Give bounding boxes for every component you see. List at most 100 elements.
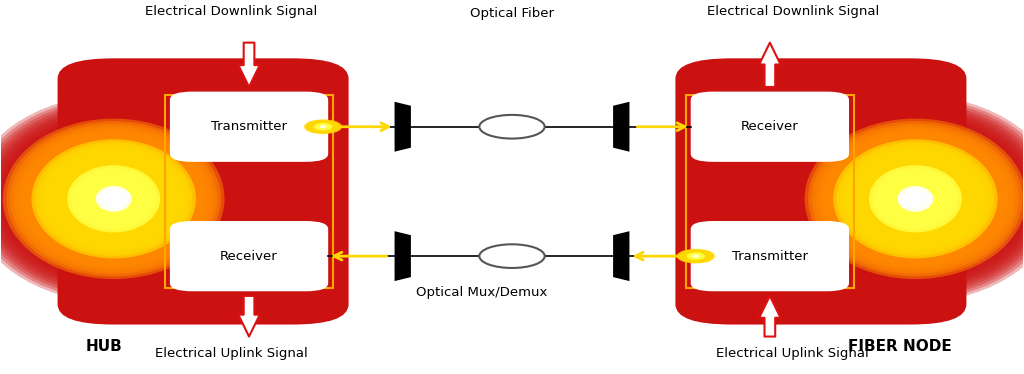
Text: Laser: Laser (95, 192, 132, 205)
Circle shape (312, 123, 334, 131)
Ellipse shape (901, 188, 930, 209)
Ellipse shape (6, 121, 221, 276)
Text: Electrical Downlink Signal: Electrical Downlink Signal (145, 4, 317, 18)
Ellipse shape (897, 186, 933, 212)
Ellipse shape (862, 160, 969, 237)
Ellipse shape (0, 116, 228, 282)
Circle shape (686, 252, 706, 260)
Ellipse shape (869, 165, 962, 233)
Ellipse shape (99, 188, 128, 209)
Ellipse shape (904, 191, 926, 206)
Text: Electrical Uplink Signal: Electrical Uplink Signal (155, 347, 307, 360)
Circle shape (691, 254, 700, 258)
Circle shape (679, 250, 713, 262)
Circle shape (313, 123, 333, 130)
FancyBboxPatch shape (691, 92, 849, 162)
Ellipse shape (776, 98, 1024, 300)
Ellipse shape (829, 137, 1001, 261)
Circle shape (680, 250, 712, 262)
Text: Electrical Uplink Signal: Electrical Uplink Signal (717, 347, 869, 360)
Text: Receiver: Receiver (220, 249, 278, 263)
Text: Transmitter: Transmitter (211, 120, 287, 133)
Polygon shape (394, 231, 411, 281)
Circle shape (319, 125, 327, 128)
Ellipse shape (35, 142, 193, 256)
FancyBboxPatch shape (676, 58, 967, 325)
Ellipse shape (63, 163, 164, 235)
Circle shape (315, 124, 331, 129)
Circle shape (308, 122, 338, 132)
Ellipse shape (103, 191, 125, 206)
Ellipse shape (10, 124, 217, 274)
Ellipse shape (808, 121, 1023, 276)
Ellipse shape (819, 129, 1012, 269)
Ellipse shape (890, 181, 940, 217)
FancyBboxPatch shape (170, 221, 328, 291)
Ellipse shape (0, 95, 257, 302)
Circle shape (321, 126, 326, 128)
Ellipse shape (39, 144, 188, 253)
Ellipse shape (894, 183, 937, 214)
Ellipse shape (0, 111, 236, 287)
Ellipse shape (106, 194, 121, 204)
Text: FIBER NODE: FIBER NODE (848, 339, 952, 354)
Ellipse shape (42, 147, 185, 251)
Ellipse shape (78, 173, 150, 225)
Ellipse shape (794, 111, 1024, 287)
Ellipse shape (779, 101, 1024, 297)
Ellipse shape (837, 142, 994, 256)
Ellipse shape (872, 168, 958, 230)
Circle shape (318, 125, 328, 129)
Ellipse shape (822, 132, 1009, 266)
Text: HUB: HUB (85, 339, 122, 354)
Ellipse shape (841, 144, 990, 253)
Ellipse shape (0, 98, 253, 300)
Ellipse shape (786, 106, 1024, 292)
Ellipse shape (783, 103, 1024, 295)
Ellipse shape (880, 173, 951, 225)
Circle shape (322, 126, 325, 127)
Ellipse shape (85, 178, 142, 220)
Circle shape (678, 249, 714, 263)
FancyBboxPatch shape (170, 92, 328, 162)
Ellipse shape (848, 150, 983, 248)
Ellipse shape (0, 106, 243, 292)
Ellipse shape (0, 113, 231, 284)
Circle shape (690, 254, 701, 258)
Circle shape (684, 252, 708, 261)
Ellipse shape (877, 171, 954, 227)
Bar (165, 95, 333, 288)
FancyBboxPatch shape (57, 58, 348, 325)
Ellipse shape (884, 175, 947, 222)
Ellipse shape (844, 147, 987, 251)
Ellipse shape (858, 157, 973, 240)
Text: Electrical Downlink Signal: Electrical Downlink Signal (707, 4, 879, 18)
Ellipse shape (887, 178, 944, 220)
Ellipse shape (851, 152, 980, 245)
Ellipse shape (826, 134, 1005, 264)
Ellipse shape (46, 150, 181, 248)
Ellipse shape (75, 171, 153, 227)
Ellipse shape (89, 181, 138, 217)
Text: Laser: Laser (897, 192, 934, 205)
FancyBboxPatch shape (691, 221, 849, 291)
Polygon shape (613, 231, 630, 281)
Polygon shape (613, 102, 630, 152)
Ellipse shape (0, 108, 239, 289)
Bar (686, 95, 854, 288)
Circle shape (681, 251, 711, 261)
Circle shape (314, 124, 332, 130)
Text: Transmitter: Transmitter (732, 249, 808, 263)
Circle shape (687, 253, 705, 259)
Circle shape (692, 255, 699, 257)
Circle shape (306, 120, 340, 133)
Ellipse shape (13, 126, 214, 271)
Ellipse shape (111, 196, 118, 202)
Ellipse shape (82, 175, 145, 222)
Ellipse shape (805, 119, 1024, 279)
Ellipse shape (791, 108, 1024, 289)
Ellipse shape (17, 129, 210, 269)
Ellipse shape (68, 165, 160, 233)
Ellipse shape (812, 124, 1019, 274)
Text: Optical Fiber: Optical Fiber (470, 6, 554, 19)
